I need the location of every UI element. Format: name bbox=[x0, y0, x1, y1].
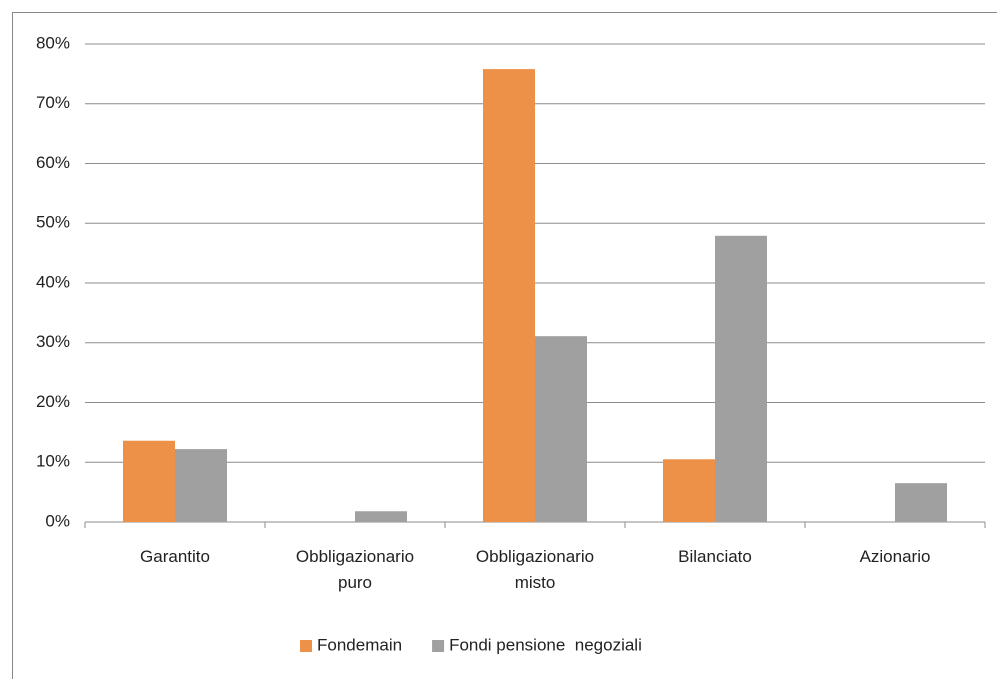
y-tick-label: 60% bbox=[36, 153, 70, 172]
bar bbox=[483, 69, 535, 522]
chart-frame bbox=[12, 12, 997, 679]
bar bbox=[123, 440, 175, 522]
x-tick-label: Bilanciato bbox=[678, 547, 752, 566]
legend-swatch bbox=[432, 640, 445, 652]
legend-label: Fondi pensione negoziali bbox=[449, 635, 642, 654]
y-tick-label: 20% bbox=[36, 392, 70, 411]
x-tick-label: Garantito bbox=[140, 547, 210, 566]
bar bbox=[175, 449, 227, 522]
bar bbox=[715, 235, 767, 523]
bar bbox=[355, 511, 407, 522]
legend-label: Fondemain bbox=[317, 635, 402, 654]
y-tick-label: 40% bbox=[36, 272, 70, 291]
y-tick-label: 70% bbox=[36, 93, 70, 112]
bar bbox=[895, 483, 947, 522]
x-tick-label: Obbligazionario misto bbox=[475, 547, 595, 592]
y-tick-label: 10% bbox=[36, 452, 70, 471]
y-tick-label: 50% bbox=[36, 213, 70, 232]
y-tick-label: 0% bbox=[45, 511, 70, 530]
legend-swatch bbox=[300, 640, 312, 652]
x-tick-label: Obbligazionario puro bbox=[295, 547, 415, 592]
bar bbox=[535, 336, 587, 522]
y-tick-label: 80% bbox=[36, 33, 70, 52]
x-tick-label: Azionario bbox=[859, 547, 931, 566]
bar bbox=[663, 459, 715, 522]
y-tick-label: 30% bbox=[36, 332, 70, 351]
